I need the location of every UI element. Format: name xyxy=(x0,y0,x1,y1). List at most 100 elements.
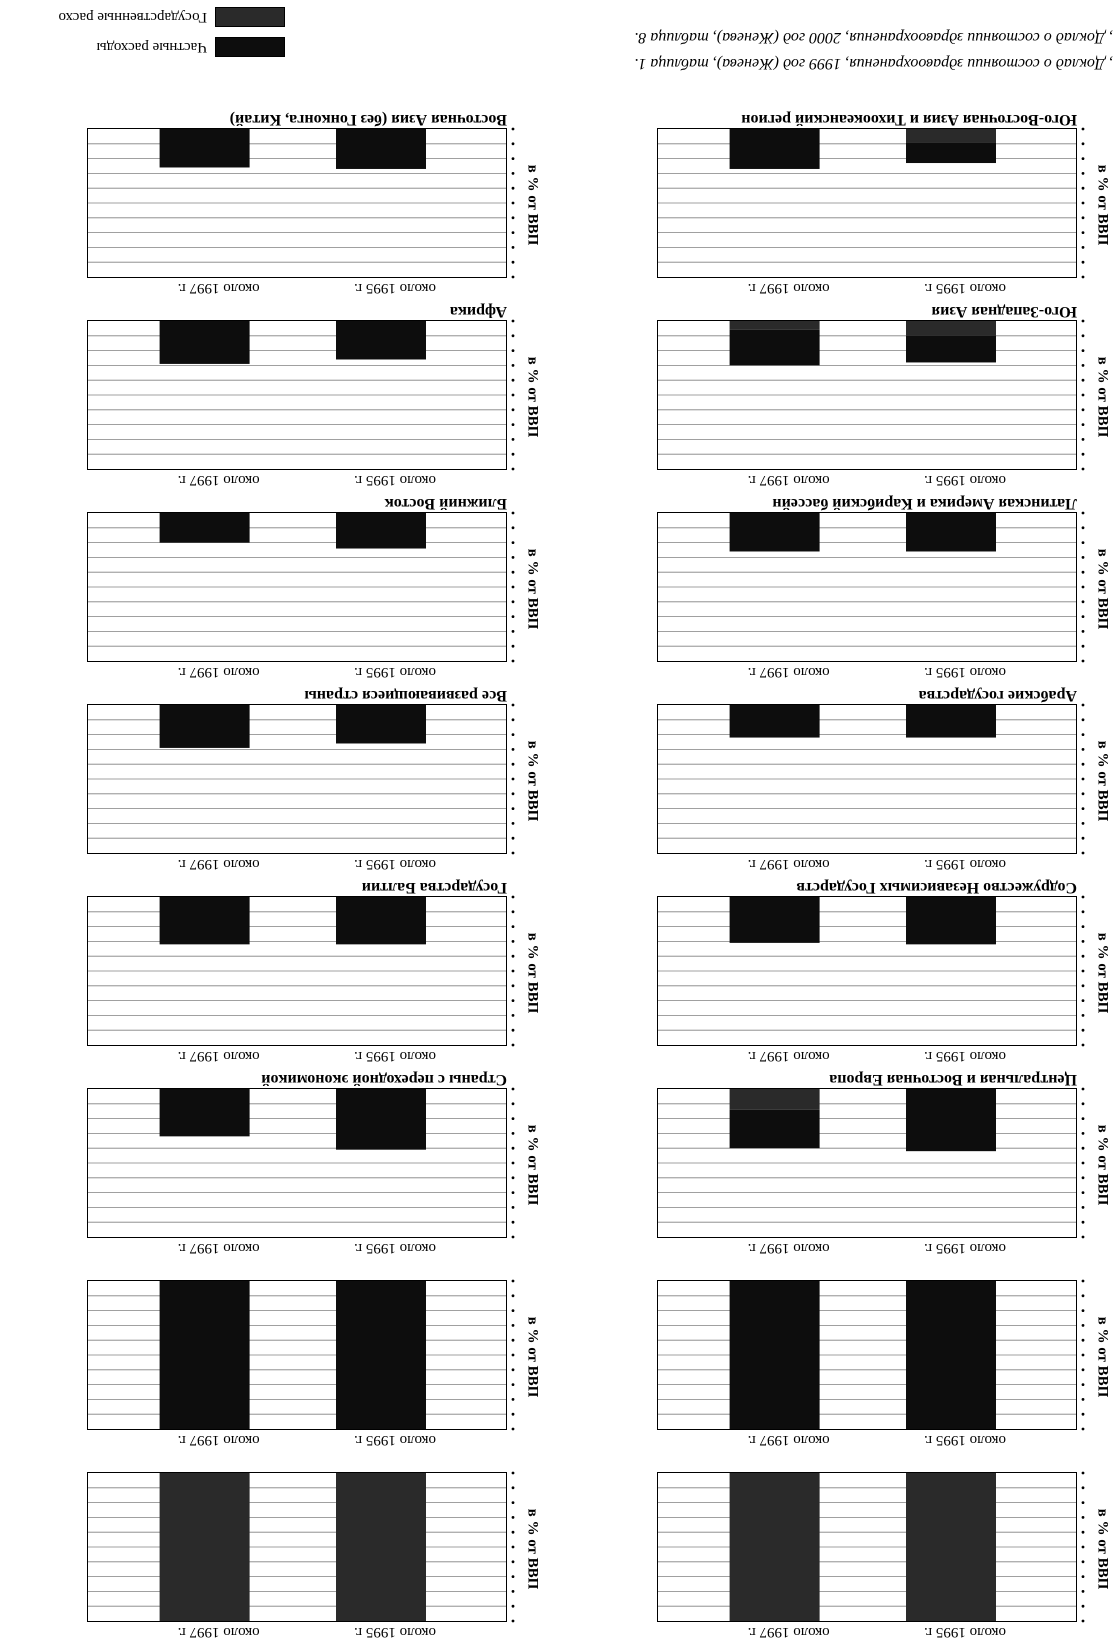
y-tick xyxy=(1081,748,1085,751)
y-axis-label-box: в % от ВВП xyxy=(1091,322,1113,472)
y-tick xyxy=(1081,851,1085,855)
y-tick xyxy=(511,630,515,633)
y-tick xyxy=(511,600,515,604)
y-axis-label: в % от ВВП xyxy=(524,1124,541,1206)
bar-public xyxy=(729,1089,820,1110)
bar-chart-svg xyxy=(657,1087,1085,1239)
y-tick xyxy=(511,1279,515,1283)
y-tick xyxy=(1081,615,1085,618)
category-label: около 1995 г. xyxy=(353,856,436,872)
category-label: около 1997 г. xyxy=(177,664,260,680)
chart-panel: в % от ВВП около 1995 г. около 1997 г. Содр… xyxy=(653,868,1113,1064)
y-tick xyxy=(511,408,515,412)
category-label: около 1995 г. xyxy=(353,1048,436,1064)
y-tick xyxy=(1081,836,1085,840)
category-label: около 1997 г. xyxy=(747,1432,830,1448)
y-tick xyxy=(511,910,515,914)
y-tick xyxy=(511,246,515,249)
chart-panel: в % от ВВП около 1995 г. около 1997 г. Юго-… xyxy=(653,292,1113,488)
panel-title: Юго-Восточная Азия и Тихоокеанский регио… xyxy=(741,111,1077,128)
category-label: около 1995 г. xyxy=(923,664,1006,680)
chart-panel: в % от ВВП около 1995 г. около 1997 г. Госу… xyxy=(83,868,543,1064)
plot-area: около 1995 г. около 1997 г. xyxy=(87,319,515,488)
y-tick xyxy=(1081,1043,1085,1047)
y-tick xyxy=(511,1206,515,1209)
y-tick xyxy=(511,777,515,781)
y-tick xyxy=(511,969,515,973)
y-tick xyxy=(511,925,515,928)
plot-area: около 1995 г. около 1997 г. xyxy=(87,1279,515,1448)
y-tick xyxy=(1081,1294,1085,1298)
y-tick xyxy=(1081,1412,1085,1416)
y-tick xyxy=(1081,1206,1085,1209)
y-tick xyxy=(511,954,515,958)
y-tick xyxy=(511,452,515,456)
bar-private xyxy=(729,329,820,366)
bar-chart-svg xyxy=(657,1279,1085,1431)
chart-panel: в % от ВВП около 1995 г. около 1997 г. Все … xyxy=(83,676,543,872)
y-axis-label-box: в % от ВВП xyxy=(521,898,543,1048)
bar-private xyxy=(336,1089,426,1150)
y-axis-label-box: в % от ВВП xyxy=(1091,898,1113,1048)
y-tick xyxy=(511,1117,515,1120)
y-tick xyxy=(511,201,515,205)
category-label: около 1995 г. xyxy=(923,1048,1006,1064)
y-tick xyxy=(1081,349,1085,352)
y-tick xyxy=(511,851,515,855)
panel-title: Государства Балтии xyxy=(361,879,507,896)
chart-panel: в % от ВВП около 1995 г. около 1997 г. Афри… xyxy=(83,292,543,488)
y-tick xyxy=(1081,1530,1085,1534)
y-tick xyxy=(1081,777,1085,781)
y-tick xyxy=(1081,260,1085,264)
category-label: около 1997 г. xyxy=(747,856,830,872)
y-tick xyxy=(511,1146,515,1150)
plot-area: около 1995 г. около 1997 г. xyxy=(87,1471,515,1640)
plot-area: около 1995 г. около 1997 г. xyxy=(657,319,1085,488)
y-axis-label: в % от ВВП xyxy=(1094,1316,1111,1398)
category-label: около 1995 г. xyxy=(923,472,1006,488)
y-tick xyxy=(1081,1604,1085,1608)
y-tick xyxy=(511,1501,515,1504)
bar-private xyxy=(906,1281,996,1429)
chart-panel: в % от ВВП около 1995 г. около 1997 г. Цент… xyxy=(653,1060,1113,1256)
plot-area: около 1995 г. около 1997 г. xyxy=(87,895,515,1064)
bar-chart-svg xyxy=(87,895,515,1047)
bar-private xyxy=(336,513,426,549)
bar-private xyxy=(336,129,426,169)
y-tick xyxy=(1081,438,1085,441)
panel-title: Все развивающиеся страны xyxy=(304,687,507,704)
y-axis-label: в % от ВВП xyxy=(524,164,541,246)
y-tick xyxy=(1081,910,1085,914)
y-tick xyxy=(1081,393,1085,397)
y-tick xyxy=(511,570,515,574)
bar-private xyxy=(906,513,996,552)
legend-label-public: Государственные расхо xyxy=(58,9,207,26)
bar-public xyxy=(729,321,820,330)
chart-panel: в % от ВВП около 1995 г. около 1997 г. Араб… xyxy=(653,676,1113,872)
bar-private xyxy=(729,1109,820,1149)
chart-panel: в % от ВВП около 1995 г. около 1997 г. Стра… xyxy=(83,1060,543,1256)
y-tick xyxy=(511,895,515,899)
y-tick xyxy=(511,556,515,559)
bar-chart-svg xyxy=(657,319,1085,471)
bar-private xyxy=(729,513,820,552)
y-tick xyxy=(1081,127,1085,131)
y-axis-label-box: в % от ВВП xyxy=(1091,1282,1113,1432)
chart-panel: в % от ВВП около 1995 г. около 1997 г. Юго-… xyxy=(653,100,1113,296)
y-tick xyxy=(511,1176,515,1180)
bar-private xyxy=(159,897,250,945)
panel-title: Африка xyxy=(449,303,507,320)
y-tick xyxy=(511,1427,515,1431)
plot-area: около 1995 г. около 1997 г. xyxy=(87,1087,515,1256)
y-tick xyxy=(511,1604,515,1608)
y-axis-label-box: в % от ВВП xyxy=(1091,514,1113,664)
y-tick xyxy=(511,1161,515,1165)
y-tick xyxy=(1081,733,1085,736)
bar-chart-svg xyxy=(657,703,1085,855)
panel-title: Содружество Независимых Государств xyxy=(796,879,1077,896)
bar-private xyxy=(159,129,250,168)
y-axis-label-box: в % от ВВП xyxy=(521,514,543,664)
plot-area: около 1995 г. около 1997 г. xyxy=(657,895,1085,1064)
y-tick xyxy=(1081,999,1085,1002)
